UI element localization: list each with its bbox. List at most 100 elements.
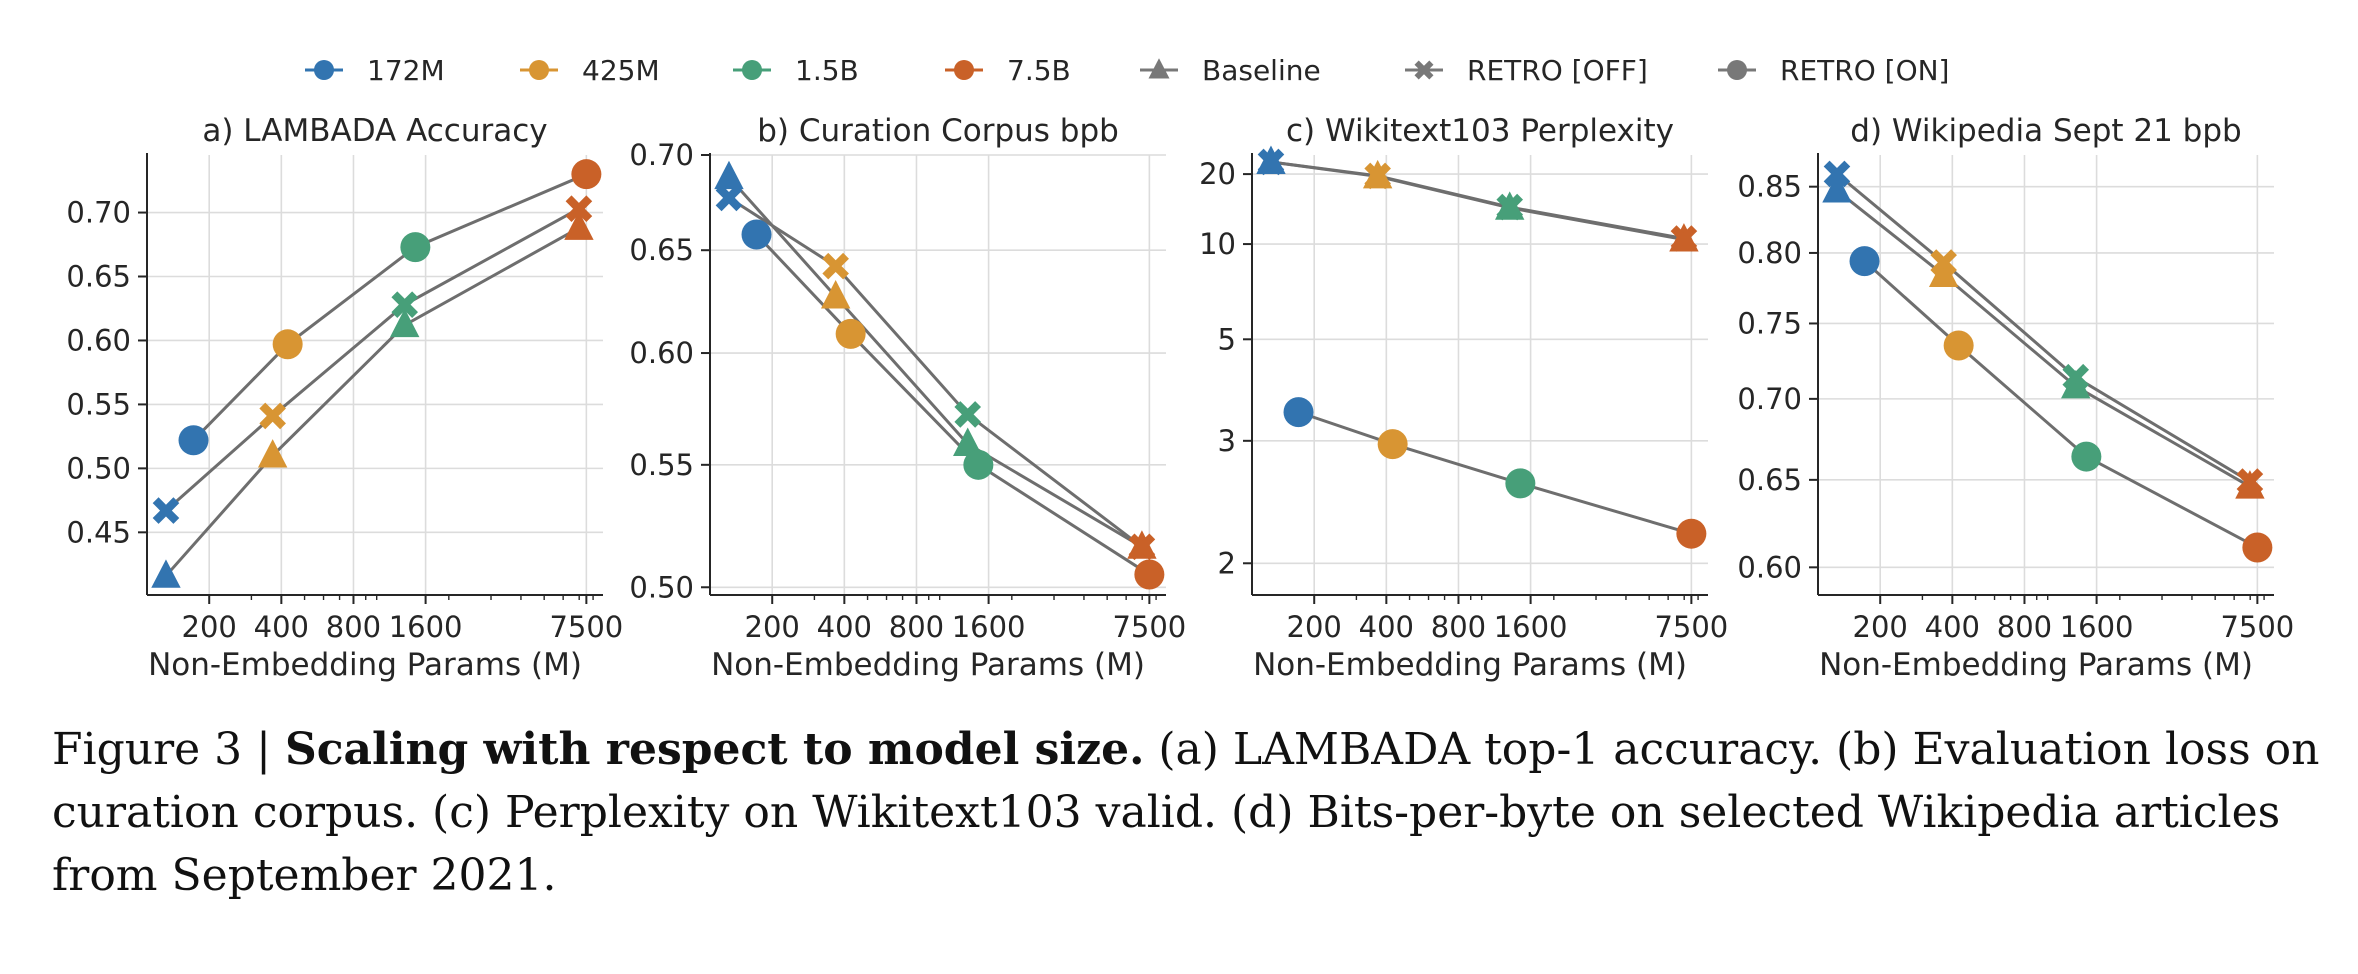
legend-label: 1.5B <box>795 54 859 87</box>
x-axis-label: Non-Embedding Params (M) <box>1253 647 1687 683</box>
x-tick-label: 7500 <box>1654 610 1728 644</box>
data-point-circle <box>963 449 994 480</box>
data-point-x <box>1364 162 1391 190</box>
data-point-circle <box>1505 468 1536 499</box>
legend-label: RETRO [OFF] <box>1467 54 1648 87</box>
x-tick-label: 400 <box>1359 610 1414 644</box>
x-axis-label: Non-Embedding Params (M) <box>1819 647 2253 683</box>
x-tick-label: 7500 <box>1112 610 1186 644</box>
series-line-retro-off <box>164 207 580 512</box>
data-point-triangle <box>257 439 288 468</box>
panel-title: d) Wikipedia Sept 21 bpb <box>1850 113 2241 149</box>
x-tick-label: 1600 <box>952 610 1026 644</box>
data-point-x <box>715 184 743 212</box>
y-tick-label: 0.50 <box>66 451 131 485</box>
data-point-circle <box>1676 518 1707 549</box>
triangle-marker-icon <box>1148 58 1170 79</box>
x-tick-label: 1600 <box>389 610 463 644</box>
x-tick-label: 1600 <box>2060 610 2134 644</box>
data-point-x <box>1128 533 1156 561</box>
x-tick-label: 7500 <box>549 610 623 644</box>
y-tick-label: 0.60 <box>629 336 694 370</box>
legend: 172M 425M 1.5B 7.5B Baseline RETRO [OFF] RETRO… <box>305 54 1949 87</box>
legend-label: 425M <box>582 54 660 87</box>
x-tick-label: 800 <box>889 610 944 644</box>
series-line-retro-on <box>192 172 587 442</box>
y-tick-label: 0.60 <box>66 323 131 357</box>
legend-label: 7.5B <box>1007 54 1071 87</box>
circle-marker-icon <box>314 60 334 80</box>
data-point-x <box>391 291 419 318</box>
data-point-triangle <box>390 308 420 338</box>
figure-3: 172M 425M 1.5B 7.5B Baseline RETRO [OFF] RETRO… <box>66 54 2294 683</box>
data-point-circle <box>2242 532 2273 563</box>
series-line-baseline <box>164 226 580 577</box>
series-line-retro-off <box>1270 160 1685 240</box>
x-axis-label: Non-Embedding Params (M) <box>148 647 582 683</box>
caption-prefix: Figure 3 | <box>52 724 285 775</box>
data-point-triangle <box>820 279 851 309</box>
y-tick-label: 0.65 <box>1737 463 1802 497</box>
data-point-circle <box>835 318 866 349</box>
legend-item: 1.5B <box>733 54 859 87</box>
data-point-x <box>2236 468 2264 495</box>
data-point-x <box>152 497 180 524</box>
data-point-triangle <box>1822 174 1852 203</box>
x-tick-label: 800 <box>326 610 381 644</box>
legend-item: 172M <box>305 54 445 87</box>
y-tick-label: 20 <box>1199 157 1236 191</box>
panel-c: 200 400 800 1600 7500 2 3 5 10 20 c) Wikitext103 P… <box>1199 113 1728 683</box>
y-tick-label: 0.85 <box>1737 170 1802 204</box>
x-tick-label: 1600 <box>1494 610 1568 644</box>
data-point-triangle <box>151 559 181 588</box>
x-tick-label: 7500 <box>2220 610 2294 644</box>
legend-item: Baseline <box>1140 54 1321 87</box>
figure-caption: Figure 3 | Scaling with respect to model… <box>52 718 2322 907</box>
data-point-triangle <box>953 427 983 456</box>
panel-d: 200 400 800 1600 7500 0.60 0.65 0.70 0.75 0.80 0.8… <box>1737 113 2294 683</box>
y-tick-label: 10 <box>1199 227 1236 261</box>
x-tick-label: 800 <box>1431 610 1486 644</box>
legend-label: Baseline <box>1202 54 1321 87</box>
data-point-x <box>565 195 593 223</box>
y-tick-label: 3 <box>1218 424 1236 458</box>
legend-label: 172M <box>367 54 445 87</box>
x-axis-label: Non-Embedding Params (M) <box>711 647 1145 683</box>
x-tick-label: 200 <box>1287 610 1342 644</box>
data-point-circle <box>1134 559 1165 590</box>
y-tick-label: 0.65 <box>629 233 694 267</box>
panel-title: b) Curation Corpus bpb <box>757 113 1119 149</box>
y-tick-label: 0.80 <box>1737 236 1802 270</box>
data-point-x <box>1670 225 1698 252</box>
data-point-triangle <box>714 160 744 190</box>
data-point-circle <box>178 425 209 456</box>
y-tick-label: 0.60 <box>1737 550 1802 584</box>
data-point-circle <box>272 329 303 360</box>
x-tick-label: 800 <box>1997 610 2052 644</box>
data-point-circle <box>1377 429 1408 460</box>
data-point-x <box>2062 363 2090 391</box>
y-tick-label: 0.75 <box>1737 306 1802 340</box>
data-point-x <box>1930 249 1957 276</box>
data-point-circle <box>1283 397 1314 428</box>
data-point-x <box>954 401 982 428</box>
panel-b: 200 400 800 1600 7500 0.50 0.55 0.60 0.65 0.70 b) … <box>629 113 1186 683</box>
x-tick-label: 400 <box>254 610 309 644</box>
data-point-x <box>259 402 286 430</box>
panel-title: c) Wikitext103 Perplexity <box>1286 113 1674 149</box>
y-tick-label: 2 <box>1218 546 1236 580</box>
x-tick-label: 400 <box>817 610 872 644</box>
y-tick-label: 0.45 <box>66 515 131 549</box>
circle-marker-icon <box>954 60 974 80</box>
legend-label: RETRO [ON] <box>1780 54 1949 87</box>
x-tick-label: 200 <box>182 610 237 644</box>
caption-title: Scaling with respect to model size. <box>284 724 1145 775</box>
y-tick-label: 0.70 <box>1737 382 1802 416</box>
series-line-retro-off <box>1836 172 2251 483</box>
circle-marker-icon <box>529 60 549 80</box>
y-tick-label: 0.55 <box>66 387 131 421</box>
series-line-baseline <box>1836 189 2251 488</box>
circle-marker-icon <box>1727 60 1747 80</box>
legend-item: RETRO [OFF] <box>1405 54 1648 87</box>
data-point-circle <box>571 159 602 190</box>
